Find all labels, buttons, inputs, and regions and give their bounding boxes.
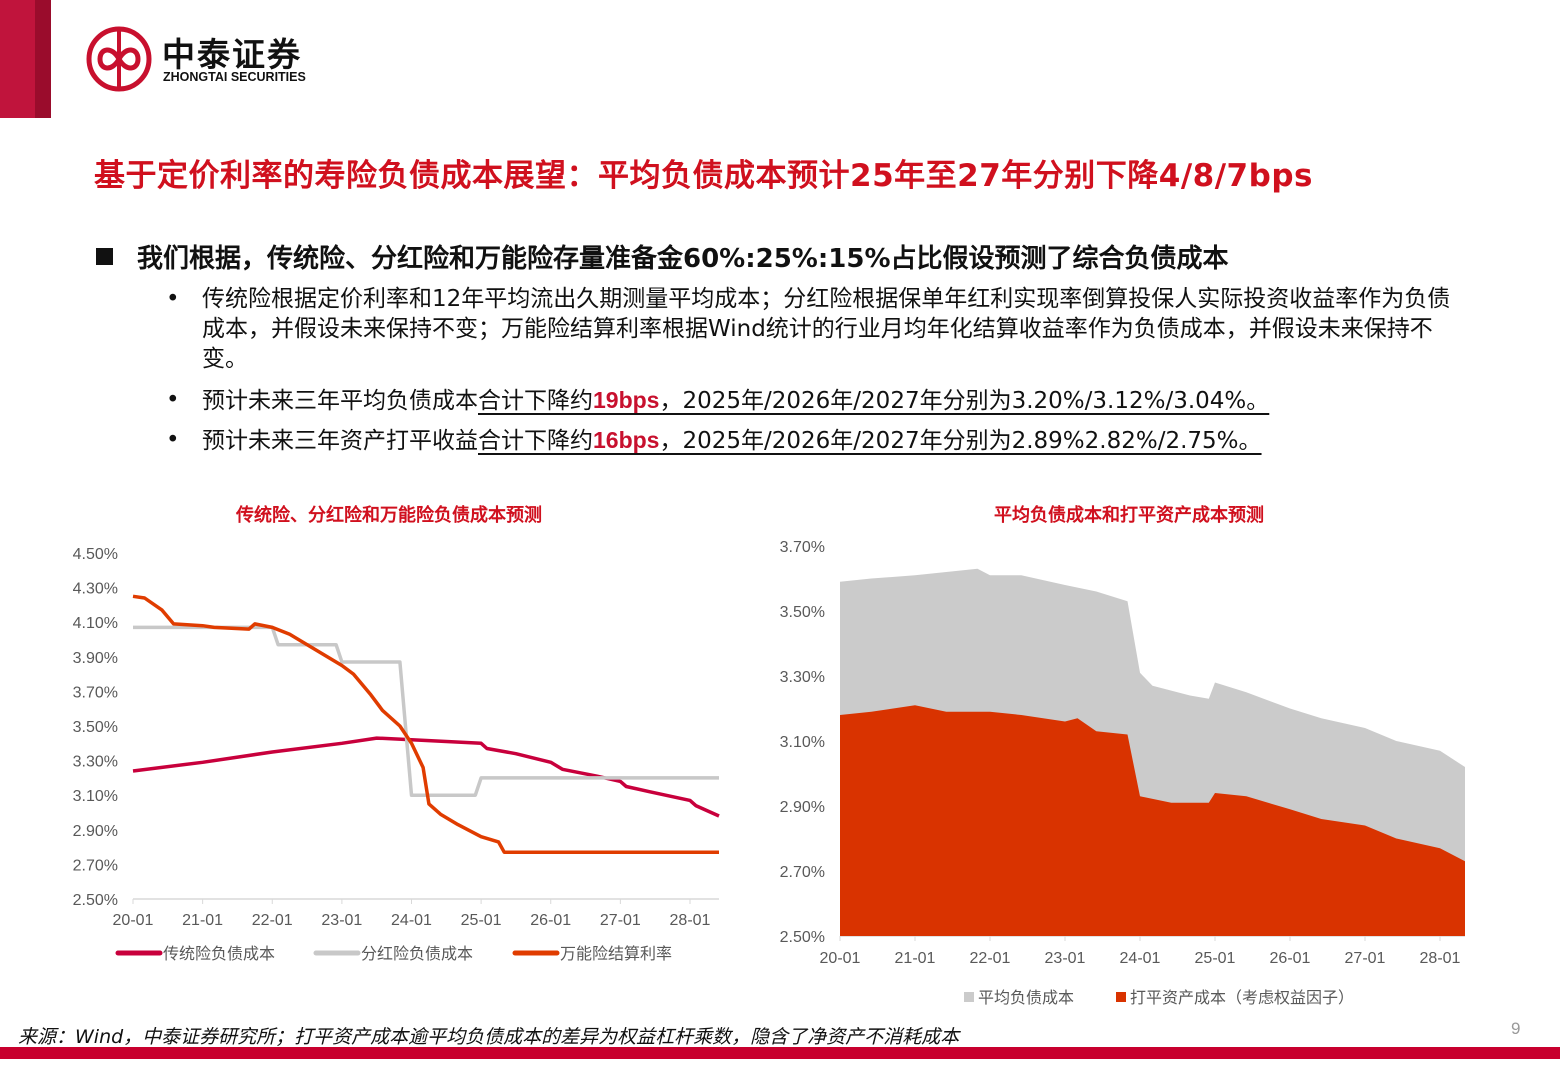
x-tick-label: 21-01 — [895, 950, 936, 967]
sub-bullet-text: 传统险根据定价利率和12年平均流出久期测量平均成本；分红险根据保单年红利实现率倒… — [202, 286, 1451, 372]
header-strip — [0, 0, 35, 118]
y-tick-label: 3.30% — [780, 669, 825, 686]
y-tick-label: 3.50% — [780, 604, 825, 621]
y-tick-label: 3.70% — [73, 684, 118, 701]
x-tick-label: 28-01 — [1420, 950, 1461, 967]
y-tick-label: 3.10% — [780, 734, 825, 751]
chart1-title: 传统险、分红险和万能险负债成本预测 — [236, 505, 542, 526]
slide-title: 基于定价利率的寿险负债成本展望：平均负债成本预计25年至27年分别下降4/8/7… — [94, 158, 1313, 194]
y-tick-label: 3.90% — [73, 650, 118, 667]
x-tick-label: 20-01 — [113, 912, 154, 929]
y-tick-label: 4.10% — [73, 615, 118, 632]
sub-bullet-2: • 预计未来三年平均负债成本合计下降约19bps，2025年/2026年/2027… — [166, 385, 1470, 416]
legend-swatch — [964, 992, 974, 1002]
y-tick-label: 2.50% — [73, 892, 118, 909]
sub-bullet-text: 预计未来三年资产打平收益 — [202, 428, 478, 454]
logo-text-en: ZHONGTAI SECURITIES — [163, 70, 306, 84]
bullet-icon: • — [166, 387, 180, 413]
logo-emblem-icon — [86, 26, 152, 92]
y-tick-label: 3.50% — [73, 719, 118, 736]
y-tick-label: 2.70% — [73, 857, 118, 874]
underlined-text: 合计下降约19bps，2025年/2026年/2027年分别为3.20%/3.1… — [478, 387, 1270, 414]
legend-label: 分红险负债成本 — [361, 944, 473, 963]
y-tick-label: 2.50% — [780, 929, 825, 946]
sub-bullet-3: • 预计未来三年资产打平收益合计下降约16bps，2025年/2026年/2027… — [166, 425, 1470, 456]
x-tick-label: 24-01 — [1120, 950, 1161, 967]
legend-swatch — [1116, 992, 1126, 1002]
x-tick-label: 26-01 — [530, 912, 571, 929]
x-tick-label: 20-01 — [820, 950, 861, 967]
x-tick-label: 27-01 — [1345, 950, 1386, 967]
legend-label: 万能险结算利率 — [560, 944, 672, 963]
source-footnote: 来源：Wind，中泰证券研究所；打平资产成本逾平均负债成本的差异为权益杠杆乘数，… — [18, 1026, 960, 1048]
bullet-icon: • — [166, 427, 180, 453]
y-tick-label: 3.30% — [73, 754, 118, 771]
main-bullet: 我们根据，传统险、分红险和万能险存量准备金60%:25%:15%占比假设预测了综… — [96, 238, 1229, 275]
sub-bullet-text: 预计未来三年平均负债成本 — [202, 388, 478, 414]
underlined-detail: ，2025年/2026年/2027年分别为3.20%/3.12%/3.04%。 — [659, 388, 1270, 414]
x-tick-label: 28-01 — [670, 912, 711, 929]
y-tick-label: 3.70% — [780, 539, 825, 556]
header-strip-dark — [35, 0, 51, 118]
chart2-title: 平均负债成本和打平资产成本预测 — [994, 505, 1264, 526]
charts-canvas: 4.50% 4.30% 4.10% 3.90% 3.70% 3.50% 3.30% 3.10%… — [73, 539, 1465, 1007]
sub-bullet-1: • 传统险根据定价利率和12年平均流出久期测量平均成本；分红险根据保单年红利实现率… — [166, 284, 1470, 374]
y-tick-label: 4.30% — [73, 581, 118, 598]
x-tick-label: 26-01 — [1270, 950, 1311, 967]
underlined-phrase: 合计下降约 — [478, 388, 593, 414]
x-tick-label: 22-01 — [970, 950, 1011, 967]
x-tick-label: 23-01 — [1045, 950, 1086, 967]
area-series-2 — [840, 705, 1465, 936]
square-bullet-icon — [96, 248, 113, 265]
y-tick-label: 2.70% — [780, 864, 825, 881]
y-tick-label: 3.10% — [73, 788, 118, 805]
y-tick-label: 2.90% — [780, 799, 825, 816]
highlight-value: 19bps — [593, 387, 660, 413]
x-tick-label: 27-01 — [600, 912, 641, 929]
line-series-2 — [133, 625, 719, 797]
line-series-3 — [132, 594, 719, 855]
logo-text-cn: 中泰证券 — [162, 35, 302, 74]
underlined-text: 合计下降约16bps，2025年/2026年/2027年分别为2.89%2.82… — [478, 427, 1262, 454]
x-tick-label: 25-01 — [461, 912, 502, 929]
x-tick-label: 22-01 — [252, 912, 293, 929]
x-tick-label: 21-01 — [182, 912, 223, 929]
line-series-1 — [132, 736, 720, 818]
underlined-phrase: 合计下降约 — [478, 428, 593, 454]
x-tick-label: 23-01 — [321, 912, 362, 929]
highlight-value: 16bps — [593, 427, 660, 453]
y-tick-label: 2.90% — [73, 823, 118, 840]
page-number: 9 — [1511, 1019, 1521, 1038]
x-tick-label: 25-01 — [1195, 950, 1236, 967]
legend-label: 传统险负债成本 — [163, 944, 275, 963]
bullet-icon: • — [166, 286, 180, 312]
x-tick-label: 24-01 — [391, 912, 432, 929]
underlined-detail: ，2025年/2026年/2027年分别为2.89%2.82%/2.75%。 — [659, 428, 1262, 454]
legend-label: 打平资产成本（考虑权益因子） — [1130, 988, 1354, 1007]
company-logo: 中泰证券 ZHONGTAI SECURITIES — [86, 26, 336, 92]
footer-bar — [0, 1047, 1560, 1059]
main-bullet-text: 我们根据，传统险、分红险和万能险存量准备金60%:25%:15%占比假设预测了综… — [137, 244, 1229, 274]
y-tick-label: 4.50% — [73, 546, 118, 563]
legend-label: 平均负债成本 — [978, 988, 1074, 1007]
